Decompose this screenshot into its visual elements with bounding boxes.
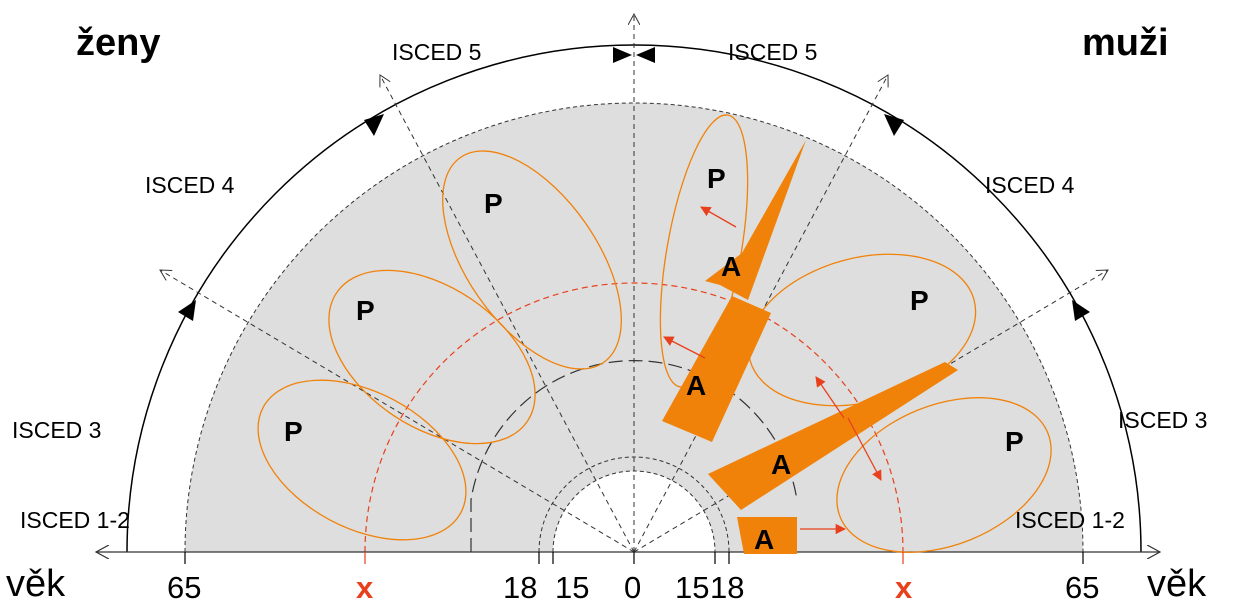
p-label: P (910, 285, 929, 316)
title-women: ženy (76, 22, 160, 64)
tick-65-right: 65 (1065, 570, 1099, 604)
isced-right-1-2: ISCED 1-2 (1015, 507, 1125, 533)
isced-left-3: ISCED 3 (12, 417, 101, 443)
a-block-2 (662, 296, 771, 442)
title-men: muži (1082, 22, 1169, 64)
a-label: A (771, 449, 791, 480)
tick-x-left: x (356, 570, 374, 604)
a-label: A (721, 251, 741, 282)
ellipse-p-right-3 (836, 397, 1052, 553)
p-label: P (484, 188, 503, 219)
ellipse-p-left-3 (442, 150, 622, 370)
p-label: P (284, 416, 303, 447)
a-block-1 (705, 140, 806, 300)
tick-15-left: 15 (555, 570, 589, 604)
isced-right-5: ISCED 5 (728, 39, 817, 65)
tick-65-left: 65 (167, 570, 201, 604)
p-label: P (356, 295, 375, 326)
a-block-4 (737, 517, 797, 554)
arc-markers (178, 47, 1090, 321)
isced-left-1-2: ISCED 1-2 (20, 507, 130, 533)
tick-0: 0 (624, 570, 641, 604)
red-arrows (663, 206, 882, 535)
ellipse-p-left-2 (328, 269, 536, 445)
axis-ticks (184, 552, 1084, 564)
tick-x-right: x (895, 570, 913, 604)
tick-15-right: 15 (675, 570, 709, 604)
p-label: P (1005, 426, 1024, 457)
ellipse-p-left-1 (257, 379, 467, 541)
axis-label-left: věk (6, 563, 66, 604)
isced-right-3: ISCED 3 (1118, 407, 1207, 433)
a-blocks (662, 140, 958, 554)
a-block-3 (708, 362, 958, 510)
a-label: A (686, 370, 706, 401)
axis-label-right: věk (1147, 563, 1207, 604)
isced-left-4: ISCED 4 (145, 172, 235, 198)
a-label: A (754, 524, 774, 555)
tick-18-right: 18 (710, 570, 744, 604)
p-label: P (707, 163, 726, 194)
tick-18-left: 18 (503, 570, 537, 604)
gray-region (184, 102, 1084, 553)
isced-right-4: ISCED 4 (985, 172, 1075, 198)
isced-left-5: ISCED 5 (392, 39, 481, 65)
